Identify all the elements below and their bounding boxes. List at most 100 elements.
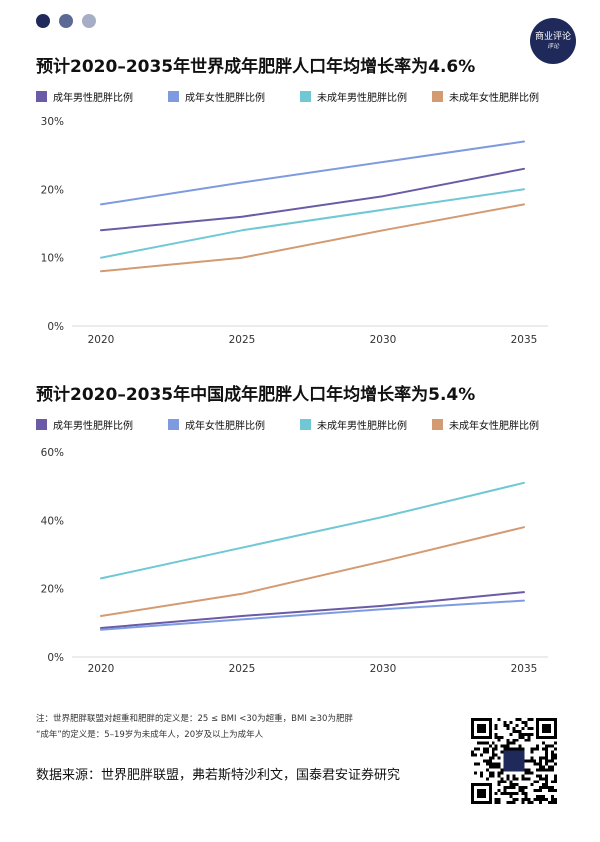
qr-module <box>539 765 543 769</box>
qr-module <box>554 762 557 766</box>
header-dots <box>36 14 96 28</box>
qr-module <box>491 747 495 751</box>
qr-module <box>503 792 507 796</box>
qr-module <box>494 747 498 751</box>
qr-module <box>545 762 549 766</box>
qr-module <box>497 783 501 787</box>
qr-module <box>521 801 525 804</box>
qr-module <box>542 741 546 745</box>
qr-module <box>512 729 516 733</box>
footnotes: 注：世界肥胖联盟对超重和肥胖的定义是：25 ≤ BMI <30为超重，BMI ≥… <box>36 711 353 743</box>
y-tick-label: 40% <box>41 515 64 527</box>
qr-module <box>497 718 501 721</box>
qr-module <box>521 786 525 790</box>
footnote: 注：世界肥胖联盟对超重和肥胖的定义是：25 ≤ BMI <30为超重，BMI ≥… <box>36 714 353 724</box>
qr-module <box>503 789 507 793</box>
qr-module <box>497 774 501 778</box>
qr-module <box>509 783 513 787</box>
y-tick-label: 20% <box>41 184 64 196</box>
chart-title-world: 预计2020–2035年世界成年肥胖人口年均增长率为4.6% <box>36 57 476 77</box>
qr-module <box>500 777 504 781</box>
qr-center-logo <box>503 750 525 772</box>
qr-module <box>536 744 540 748</box>
qr-module <box>518 735 522 739</box>
qr-module <box>542 768 546 772</box>
x-tick-label: 2035 <box>511 334 538 346</box>
qr-module <box>530 756 534 760</box>
qr-module <box>512 726 516 730</box>
qr-module <box>488 756 492 760</box>
qr-module <box>512 798 516 802</box>
qr-module <box>494 792 498 796</box>
qr-module <box>530 726 534 730</box>
qr-module <box>512 747 516 751</box>
qr-module <box>524 723 528 727</box>
qr-module <box>473 753 477 757</box>
qr-module <box>491 741 495 745</box>
qr-module <box>527 777 531 781</box>
qr-module <box>536 747 540 751</box>
qr-module <box>494 726 498 730</box>
qr-module <box>500 768 504 772</box>
qr-module <box>545 798 549 802</box>
qr-module <box>497 801 501 804</box>
qr-module <box>506 786 510 790</box>
qr-module <box>518 729 522 733</box>
qr-module <box>542 756 546 760</box>
qr-module <box>524 777 528 781</box>
qr-module <box>479 774 483 778</box>
qr-module <box>515 798 519 802</box>
qr-module <box>554 789 557 793</box>
qr-module <box>551 759 555 763</box>
qr-module <box>515 718 519 721</box>
qr-module <box>482 741 486 745</box>
qr-module <box>491 771 495 775</box>
qr-module <box>494 801 498 804</box>
qr-module <box>503 723 507 727</box>
qr-module <box>524 795 528 799</box>
qr-module <box>488 744 492 748</box>
y-tick-label: 0% <box>47 321 64 333</box>
qr-module <box>545 768 549 772</box>
y-tick-label: 30% <box>41 116 64 128</box>
qr-module <box>509 780 513 784</box>
qr-module <box>518 747 522 751</box>
legend-swatch <box>36 419 47 430</box>
qr-module <box>536 795 540 799</box>
qr-module <box>527 759 531 763</box>
qr-module <box>536 768 540 772</box>
header-dot <box>82 14 96 28</box>
qr-module <box>476 747 480 751</box>
legend-label: 成年男性肥胖比例 <box>53 93 133 104</box>
legend-swatch <box>432 91 443 102</box>
qr-module <box>530 747 534 751</box>
qr-module <box>527 738 531 742</box>
x-tick-label: 2025 <box>229 334 256 346</box>
legend-label: 未成年男性肥胖比例 <box>317 421 407 432</box>
qr-module <box>518 732 522 736</box>
qr-module <box>539 756 543 760</box>
qr-module <box>524 720 528 724</box>
qr-module <box>471 750 474 754</box>
qr-module <box>515 747 519 751</box>
qr-module <box>533 759 537 763</box>
qr-module <box>545 783 549 787</box>
legend-label: 成年女性肥胖比例 <box>185 93 265 104</box>
qr-module <box>479 753 483 757</box>
qr-module <box>488 771 492 775</box>
qr-module <box>533 747 537 751</box>
qr-module <box>530 801 534 804</box>
logo-text: 商业评论 <box>534 31 571 42</box>
qr-module <box>521 735 525 739</box>
qr-module <box>548 759 552 763</box>
qr-finder <box>476 789 486 799</box>
qr-module <box>473 747 477 751</box>
qr-module <box>527 718 531 721</box>
qr-module <box>494 744 498 748</box>
qr-finder <box>476 723 486 733</box>
qr-module <box>527 768 531 772</box>
qr-module <box>542 777 546 781</box>
qr-module <box>485 762 489 766</box>
qr-module <box>536 780 540 784</box>
x-tick-label: 2030 <box>370 663 397 675</box>
